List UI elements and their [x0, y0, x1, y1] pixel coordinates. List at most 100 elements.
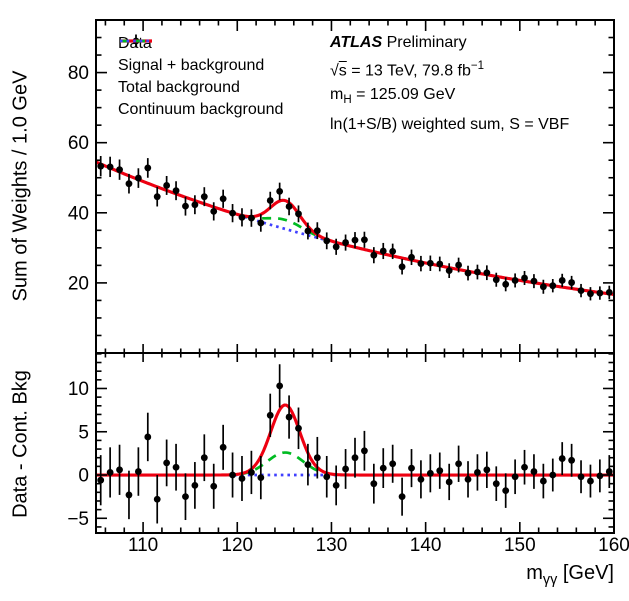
data-point	[483, 466, 491, 474]
data-point	[379, 464, 387, 472]
data-point	[492, 276, 500, 284]
legend-label: Total background	[118, 79, 240, 96]
data-point	[323, 473, 331, 481]
data-point	[483, 269, 491, 277]
data-point	[539, 283, 547, 291]
data-point	[361, 236, 368, 244]
higgs-mass-label: mH = 125.09 GeV	[330, 85, 456, 106]
y-tick-label: 40	[68, 203, 89, 224]
data-point	[398, 493, 406, 501]
data-point	[144, 433, 152, 441]
x-tick-label: 110	[128, 535, 158, 556]
data-point	[530, 468, 538, 475]
data-point	[276, 382, 284, 390]
data-point	[285, 203, 293, 210]
x-tick-label: 120	[221, 535, 253, 556]
data-point	[436, 260, 444, 268]
energy-luminosity-label: √s = 13 TeV, 79.8 fb−1	[330, 59, 485, 80]
data-point	[379, 247, 387, 255]
data-point	[266, 411, 274, 419]
data-point	[210, 482, 218, 490]
y-tick-label: 10	[68, 379, 89, 400]
x-tick-label: 140	[410, 535, 442, 556]
data-point	[295, 424, 302, 432]
data-point	[568, 279, 576, 286]
data-point	[304, 227, 312, 235]
data-point	[125, 180, 133, 188]
data-point	[257, 474, 265, 482]
data-point	[248, 469, 255, 476]
data-point	[210, 207, 218, 215]
data-point	[596, 472, 604, 480]
data-point	[426, 469, 434, 477]
data-point	[144, 164, 152, 172]
data-point	[304, 461, 312, 469]
data-point	[530, 277, 538, 285]
data-point	[587, 290, 594, 298]
y-tick-label: 5	[78, 422, 89, 443]
bottom-y-axis-title: Data - Cont. Bkg	[9, 370, 32, 518]
x-tick-label: 160	[598, 535, 629, 556]
data-point	[502, 280, 510, 288]
data-point	[191, 201, 199, 209]
data-point	[191, 482, 199, 489]
data-point	[502, 487, 510, 494]
x-axis-title-unit: [GeV]	[557, 562, 614, 584]
data-point	[558, 455, 566, 462]
data-point	[474, 469, 481, 476]
data-point	[539, 477, 547, 485]
data-point	[464, 269, 472, 277]
legend-item-continuum-background: Continuum background	[118, 39, 283, 121]
main-curve-solid	[96, 160, 614, 296]
data-point	[229, 209, 236, 217]
data-point	[492, 480, 500, 488]
data-point	[285, 413, 293, 421]
data-point	[257, 219, 265, 227]
data-point	[332, 243, 340, 251]
data-point	[134, 174, 142, 182]
data-point	[295, 210, 302, 218]
x-axis-title: mγγ [GeV]	[526, 562, 614, 588]
data-point	[97, 162, 105, 170]
dashed-line-icon	[120, 39, 152, 43]
data-point	[229, 471, 236, 479]
data-point	[549, 282, 557, 290]
data-point	[116, 166, 123, 174]
main-panel-data-points	[97, 156, 613, 301]
data-point	[116, 466, 123, 474]
data-point	[276, 188, 284, 195]
x-tick-label: 130	[316, 535, 348, 556]
data-point	[134, 468, 142, 475]
data-point	[163, 459, 171, 467]
plot-frames	[95, 19, 615, 534]
y-tick-label: 20	[68, 273, 89, 294]
dotted-line-icon	[120, 39, 152, 43]
legend-item-signal-plus-background: Signal + background	[118, 39, 283, 77]
data-point	[521, 463, 528, 471]
tick-labels: 110 120 130 140 150 160 20 40 60 80 −5 0 5 10	[67, 63, 629, 556]
legend-item-total-background: Total background	[118, 39, 283, 99]
data-point	[342, 239, 349, 246]
y-tick-label: 0	[78, 466, 89, 487]
data-point	[219, 443, 227, 451]
main-panel-curves	[96, 160, 614, 296]
data-point	[445, 267, 453, 275]
data-point	[568, 456, 576, 464]
data-point	[474, 268, 481, 276]
weighting-label: ln(1+S/B) weighted sum, S = VBF	[330, 115, 570, 133]
data-point	[153, 193, 161, 201]
data-point	[587, 477, 594, 485]
data-point	[182, 493, 189, 501]
data-point	[266, 197, 274, 204]
data-point	[605, 468, 613, 475]
main-curve-dotted	[96, 160, 614, 296]
data-point	[200, 193, 208, 201]
data-point	[153, 495, 161, 503]
axis-ticks	[96, 19, 615, 533]
y-tick-label: 80	[68, 63, 89, 84]
data-point	[361, 447, 368, 455]
legend: Data Signal + background Total backgroun…	[118, 33, 283, 121]
annotation-block: ATLAS Preliminary √s = 13 TeV, 79.8 fb−1…	[330, 31, 569, 136]
data-point	[313, 227, 321, 235]
data-point	[577, 473, 585, 481]
